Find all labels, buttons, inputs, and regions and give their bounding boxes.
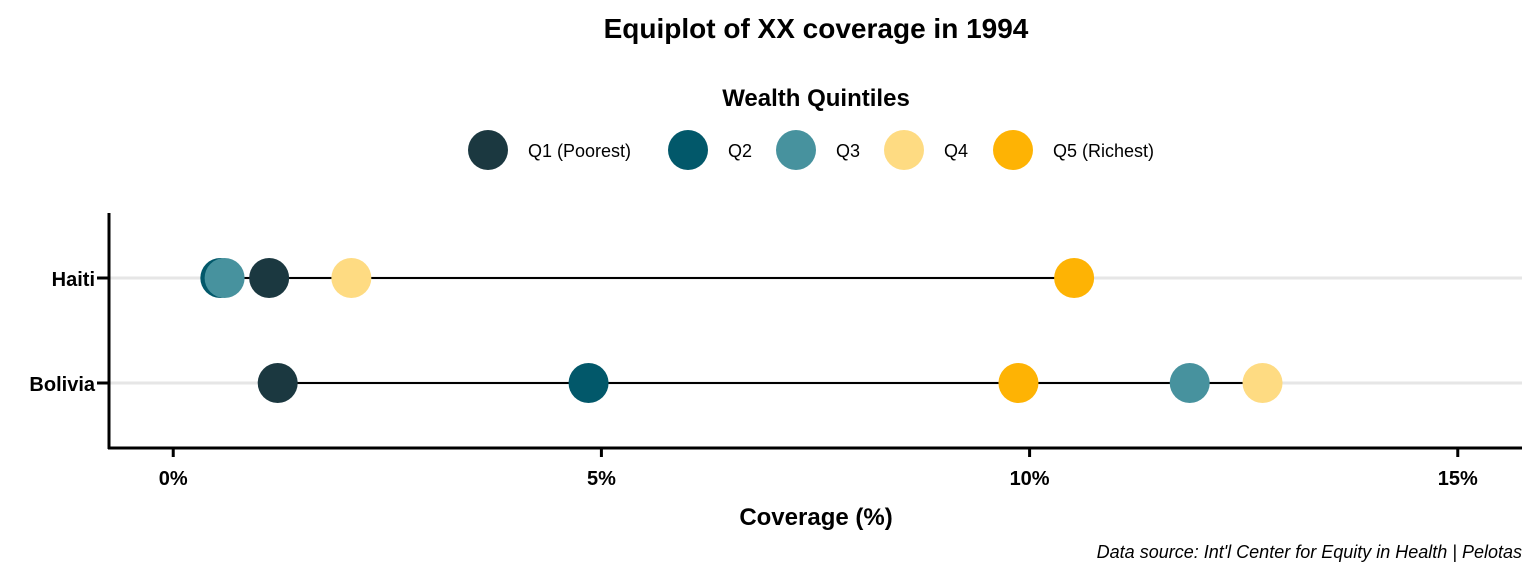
- data-point: [998, 363, 1039, 403]
- legend-swatch: [468, 130, 508, 170]
- data-point: [1169, 363, 1210, 403]
- legend-swatch: [668, 130, 708, 170]
- data-point: [331, 258, 372, 298]
- data-points: [200, 258, 1283, 403]
- data-point: [1054, 258, 1095, 298]
- data-point: [257, 363, 298, 403]
- y-axis: Haiti Bolivia: [29, 269, 109, 396]
- x-tick-label: 5%: [587, 468, 616, 490]
- legend-label: Q5 (Richest): [1053, 141, 1154, 161]
- x-tick-label: 10%: [1010, 468, 1050, 490]
- legend-label: Q3: [836, 141, 860, 161]
- range-segments: [220, 277, 1263, 384]
- data-source-caption: Data source: Int'l Center for Equity in …: [1097, 542, 1522, 562]
- y-tick-label: Haiti: [52, 269, 95, 291]
- legend-swatch: [993, 130, 1033, 170]
- data-point: [249, 258, 290, 298]
- legend-item: Q2: [668, 130, 752, 170]
- legend-item: Q3: [776, 130, 860, 170]
- legend-label: Q2: [728, 141, 752, 161]
- legend-label: Q4: [944, 141, 968, 161]
- data-point: [568, 363, 609, 403]
- legend-swatch: [884, 130, 924, 170]
- data-point: [204, 258, 245, 298]
- gridlines: [109, 276, 1522, 385]
- legend-item: Q1 (Poorest): [468, 130, 631, 170]
- legend-title: Wealth Quintiles: [722, 85, 910, 112]
- legend: Q1 (Poorest) Q2 Q3 Q4 Q5 (Richest): [468, 130, 1154, 170]
- x-tick-label: 0%: [159, 468, 188, 490]
- legend-item: Q5 (Richest): [993, 130, 1154, 170]
- chart-title: Equiplot of XX coverage in 1994: [604, 13, 1029, 44]
- legend-swatch: [776, 130, 816, 170]
- x-tick-label: 15%: [1438, 468, 1478, 490]
- legend-label: Q1 (Poorest): [528, 141, 631, 161]
- data-point: [1242, 363, 1283, 403]
- x-axis-title: Coverage (%): [739, 504, 892, 531]
- x-axis: 0% 5% 10% 15%: [159, 448, 1478, 490]
- y-tick-label: Bolivia: [29, 374, 95, 396]
- legend-item: Q4: [884, 130, 968, 170]
